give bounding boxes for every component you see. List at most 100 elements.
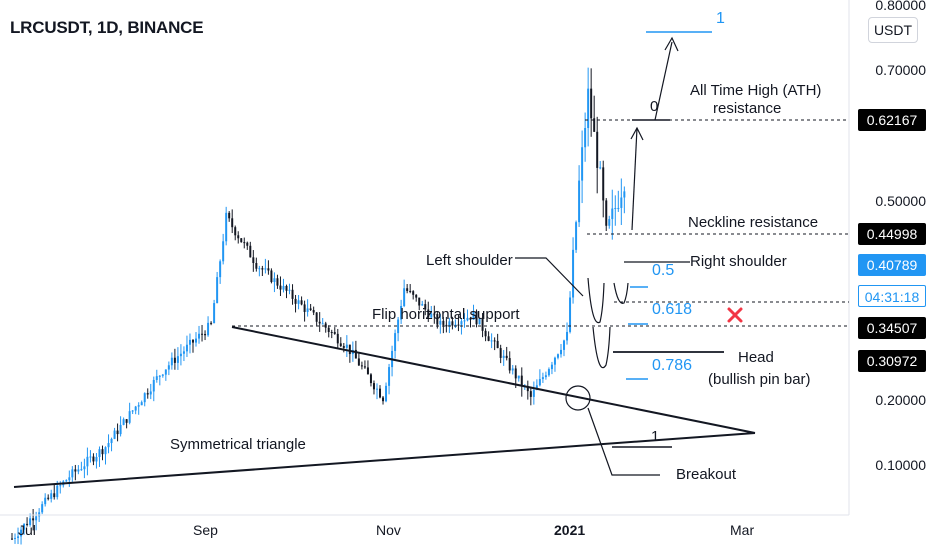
candle-body — [291, 289, 294, 299]
candle-body — [125, 419, 128, 423]
price-label-ath: 0.62167 — [858, 109, 926, 131]
candle-body — [47, 497, 50, 499]
candle-body — [176, 356, 179, 363]
candle-body — [300, 300, 303, 305]
candle-body — [210, 322, 213, 324]
candle-body — [620, 197, 623, 208]
candle-body — [550, 364, 553, 370]
candle-body — [563, 340, 566, 350]
candle-body — [131, 410, 134, 412]
candle-body — [457, 324, 460, 326]
candle-body — [363, 366, 366, 368]
candle-body — [556, 354, 559, 358]
candle-body — [553, 357, 556, 365]
currency-button[interactable]: USDT — [868, 17, 918, 43]
candle-body — [599, 167, 602, 169]
candle-body — [161, 374, 164, 376]
candle-body — [213, 303, 216, 324]
candle-body — [608, 219, 611, 226]
candle-body — [77, 469, 80, 472]
candle-body — [71, 469, 74, 478]
candle-body — [294, 298, 297, 304]
candle-body — [23, 523, 26, 530]
x-tick: Jul — [18, 522, 36, 538]
candle-body — [309, 308, 312, 311]
candle-body — [297, 300, 300, 304]
candle-body — [529, 391, 532, 397]
candle-body — [261, 268, 264, 270]
y-tick: 0.70000 — [875, 62, 926, 78]
fib-05-label: 0.5 — [652, 262, 675, 279]
candle-body — [499, 348, 502, 358]
price-label-head: 0.30972 — [858, 350, 926, 372]
candle-body — [258, 268, 261, 270]
candle-body — [493, 340, 496, 342]
candle-body — [382, 397, 385, 402]
candle-body — [89, 456, 92, 458]
candle-body — [255, 263, 258, 269]
candle-body — [605, 200, 608, 226]
price-label-neckline: 0.44998 — [858, 223, 926, 245]
candle-body — [207, 322, 210, 336]
candle-body — [86, 456, 89, 467]
candle-body — [339, 343, 342, 347]
ath-label-line1: All Time High (ATH) — [690, 82, 822, 99]
candle-body — [231, 218, 234, 228]
candle-body — [478, 318, 481, 325]
candle-body — [400, 306, 403, 320]
candle-body — [137, 405, 140, 407]
candle-body — [282, 285, 285, 290]
ath-label-line2: resistance — [713, 100, 782, 117]
x-tick: 2021 — [554, 522, 586, 538]
candle-body — [587, 88, 590, 129]
candle-body — [80, 469, 83, 471]
candle-body — [170, 357, 173, 366]
candle-body — [590, 88, 593, 119]
candle-body — [484, 330, 487, 337]
candle-body — [270, 270, 273, 283]
candle-body — [95, 456, 98, 462]
candle-body — [505, 355, 508, 359]
candle-body — [406, 288, 409, 291]
candle-body — [29, 518, 32, 525]
candle-body — [526, 386, 529, 392]
candle-body — [35, 516, 38, 521]
candle-body — [487, 336, 490, 341]
candle-body — [237, 235, 240, 239]
candle-body — [44, 497, 47, 505]
candle-body — [222, 241, 225, 262]
candle-body — [104, 447, 107, 455]
candle-body — [179, 353, 182, 357]
candle-body — [288, 289, 291, 291]
candle-body — [110, 438, 113, 444]
chart-drawings — [0, 0, 850, 516]
candle-body — [279, 285, 282, 290]
candle-body — [41, 504, 44, 513]
candle-body — [119, 424, 122, 435]
candle-body — [216, 277, 219, 304]
candle-body — [234, 227, 237, 236]
neckline-label: Neckline resistance — [688, 214, 819, 231]
candle-body — [143, 393, 146, 403]
candle-body — [252, 257, 255, 264]
candle-body — [496, 340, 499, 349]
candle-body — [463, 320, 466, 322]
candle-body — [415, 294, 418, 298]
candle-body — [421, 304, 424, 306]
candle-body — [306, 308, 309, 312]
candle-body — [357, 358, 360, 366]
candle-body — [98, 449, 101, 457]
x-tick: Nov — [376, 522, 401, 538]
y-tick: 0.50000 — [875, 193, 926, 209]
candle-body — [348, 344, 351, 355]
candle-body — [520, 375, 523, 387]
candle-body — [113, 430, 116, 439]
candle-body — [541, 377, 544, 380]
candle-body — [101, 449, 104, 455]
candle-body — [342, 346, 345, 348]
candle-body — [514, 368, 517, 379]
candle-body — [584, 128, 587, 148]
candle-body — [451, 321, 454, 326]
candle-body — [593, 118, 596, 132]
